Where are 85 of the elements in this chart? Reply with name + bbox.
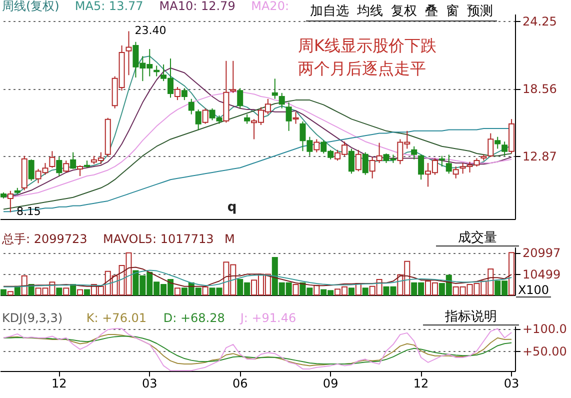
annotation: 均线 — [356, 4, 383, 19]
bar — [84, 289, 90, 296]
bar — [348, 288, 354, 296]
text: X100 — [518, 283, 550, 297]
annotation: 窗 — [446, 3, 459, 19]
candlestick — [494, 136, 501, 150]
candlestick — [237, 88, 244, 109]
candlestick — [286, 102, 292, 132]
candlestick — [174, 86, 180, 101]
candlestick — [63, 160, 70, 173]
candlestick — [230, 60, 236, 94]
candlestick — [49, 150, 56, 168]
annotation: 加自选 — [310, 4, 349, 19]
bar — [202, 286, 208, 296]
bar — [56, 288, 62, 296]
x-tick-label: 03 — [142, 376, 158, 390]
bar — [174, 288, 180, 296]
candlestick — [355, 149, 362, 172]
annotation: 两个月后逐点走平 — [298, 59, 426, 78]
candlestick — [278, 92, 285, 109]
y-tick-label: 24.25 — [522, 14, 557, 29]
candlestick — [202, 108, 208, 124]
x-tick-label: 06 — [232, 376, 248, 390]
candlestick — [28, 158, 34, 182]
series-label: D: +68.28 — [163, 311, 225, 325]
bar — [70, 284, 76, 296]
candlestick — [314, 138, 320, 153]
y-tick-label: 12.87 — [522, 150, 557, 164]
text: 周线(复权) — [2, 0, 60, 13]
y-tick-label: +100.0 — [522, 322, 567, 336]
annotation: 预测 — [467, 4, 493, 19]
candlestick — [7, 190, 14, 213]
bar — [508, 252, 515, 296]
text: MA20: — [251, 0, 289, 13]
text: MAVOL5: 1017713 — [102, 232, 214, 246]
candlestick — [502, 141, 508, 156]
annotation: 复权 — [391, 4, 417, 19]
text: 总手: 2099723 — [1, 232, 88, 246]
candlestick — [362, 152, 368, 176]
text: MA5: 13.77 — [74, 0, 144, 13]
line-series — [2, 328, 512, 372]
candlestick — [244, 114, 250, 124]
candlestick — [446, 154, 452, 174]
bar — [77, 289, 84, 296]
y-tick-label: 18.56 — [522, 82, 557, 96]
candlestick — [126, 30, 132, 76]
candlestick — [154, 65, 160, 77]
bar — [292, 284, 299, 296]
candlestick — [292, 111, 299, 124]
text: KDJ(9,3,3) — [2, 311, 63, 325]
x-tick-label: 12 — [413, 376, 429, 390]
candlestick — [418, 154, 424, 180]
candlestick — [195, 109, 202, 131]
bar — [0, 289, 6, 296]
candlestick — [188, 98, 194, 115]
series-label: K: +76.01 — [86, 311, 147, 325]
bar — [314, 284, 320, 296]
annotation: 叠 — [425, 4, 438, 19]
text: 成交量 — [458, 230, 497, 246]
annotation: 23.40 — [134, 24, 166, 38]
y-tick-label: +50.00 — [522, 344, 567, 358]
text: M — [224, 232, 235, 246]
candlestick — [452, 166, 459, 179]
y-tick-label: 20997 — [522, 246, 561, 260]
x-tick-label: 09 — [322, 376, 338, 390]
candlestick — [181, 88, 188, 101]
candlestick — [438, 155, 445, 168]
text: 指标说明 — [444, 310, 497, 324]
candlestick — [411, 146, 418, 160]
bar — [362, 288, 368, 296]
candlestick — [348, 148, 354, 174]
text: MA10: 12.79 — [159, 0, 236, 13]
series-label: J: +91.46 — [239, 311, 296, 325]
y-tick-label: 10499 — [522, 267, 561, 282]
candlestick — [70, 152, 76, 170]
candlestick — [56, 156, 62, 177]
annotation: q — [227, 200, 237, 215]
x-tick-label: 12 — [52, 376, 67, 390]
x-tick-label: 03 — [504, 376, 520, 390]
candlestick — [77, 164, 84, 177]
bar — [21, 275, 28, 296]
bar — [63, 288, 70, 296]
bar — [7, 291, 14, 296]
candlestick — [272, 78, 278, 100]
annotation: 周K线显示股价下跌 — [298, 36, 436, 55]
